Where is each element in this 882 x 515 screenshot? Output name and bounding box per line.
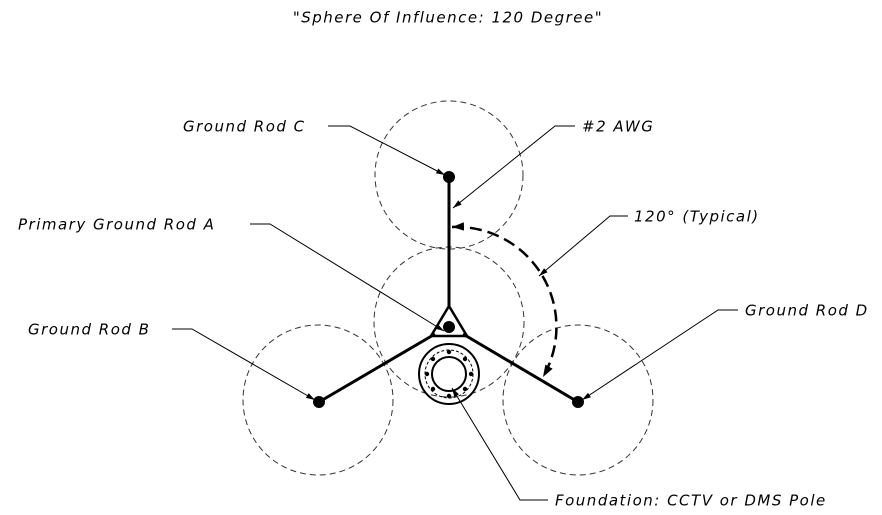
- title: "Sphere Of Influence: 120 Degree": [293, 9, 603, 27]
- leaders: [172, 125, 738, 501]
- label: Ground Rod B: [28, 321, 150, 339]
- label: Ground Rod C: [183, 118, 306, 136]
- label: 120° (Typical): [634, 208, 760, 226]
- foundation: [418, 343, 480, 405]
- label: Foundation: CCTV or DMS Pole: [555, 492, 827, 510]
- wires: [318, 177, 579, 404]
- label: Ground Rod D: [745, 302, 869, 320]
- label: Primary Ground Rod A: [18, 216, 215, 234]
- angle-arc: [451, 222, 558, 378]
- label: #2 AWG: [582, 118, 654, 136]
